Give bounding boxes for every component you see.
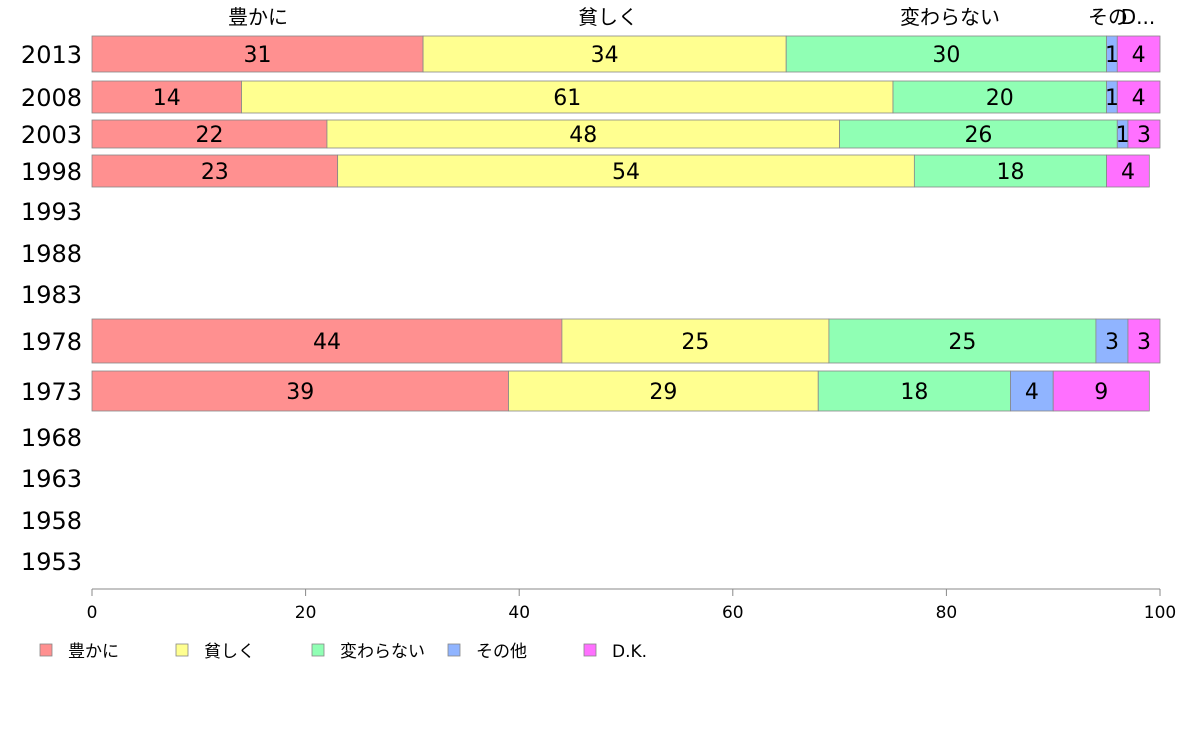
x-tick-label-0: 0 (87, 603, 98, 623)
bar-2008-series-0 (91, 80, 242, 114)
legend-swatch-3 (447, 643, 461, 657)
year-label-1963: 1963 (21, 465, 82, 493)
data-label-2008-series-2: 20 (986, 86, 1014, 111)
x-tick-label-80: 80 (936, 603, 958, 623)
bar-2008-series-2 (892, 80, 1108, 114)
data-label-1998-series-2: 18 (996, 160, 1024, 185)
data-label-2003-series-1: 48 (569, 123, 597, 148)
bar-1998-series-0 (91, 154, 339, 188)
top-category-labels: 豊かに 貧しく 変わらない そのD... (228, 5, 1155, 29)
bar-2013-series-4 (1116, 35, 1161, 73)
year-label-1998: 1998 (21, 158, 82, 186)
x-axis: 0 20 40 60 80 100 (87, 588, 1176, 623)
bar-1978-series-3 (1095, 318, 1129, 364)
bar-1978-series-0 (91, 318, 563, 364)
x-tick-label-20: 20 (295, 603, 317, 623)
bar-1998-series-1 (337, 154, 915, 188)
bar-2013-series-1 (422, 35, 787, 73)
bar-2013-series-2 (785, 35, 1108, 73)
data-label-2003-series-2: 26 (964, 123, 992, 148)
data-label-2008-series-0: 14 (153, 86, 181, 111)
data-label-2003-series-0: 22 (195, 123, 223, 148)
legend: 豊かに 貧しく 変わらない その他 D.K. (39, 642, 647, 662)
year-label-1953: 1953 (21, 548, 82, 576)
year-label-1988: 1988 (21, 240, 82, 268)
year-label-1978: 1978 (21, 328, 82, 356)
data-label-1978-series-0: 44 (313, 330, 341, 355)
year-label-1993: 1993 (21, 198, 82, 226)
bar-1973-series-2 (817, 370, 1011, 412)
bar-2008-series-1 (241, 80, 894, 114)
data-label-2008-series-4: 4 (1132, 86, 1146, 111)
bar-1978-series-4 (1127, 318, 1161, 364)
legend-label-2: 変わらない (340, 642, 425, 662)
data-label-2013-series-4: 4 (1132, 43, 1146, 68)
x-tick-label-60: 60 (722, 603, 744, 623)
data-label-1978-series-4: 3 (1137, 330, 1151, 355)
bar-2003-series-2 (839, 119, 1118, 149)
bar-1978-series-1 (561, 318, 830, 364)
data-label-2008-series-1: 61 (553, 86, 581, 111)
top-label-2: 変わらない (900, 5, 1000, 29)
data-label-1978-series-3: 3 (1105, 330, 1119, 355)
legend-label-4: D.K. (612, 642, 647, 662)
data-label-1998-series-0: 23 (201, 160, 229, 185)
data-label-2013-series-3: 1 (1105, 43, 1119, 68)
bar-1978-series-2 (828, 318, 1097, 364)
bar-2003-series-1 (326, 119, 841, 149)
year-axis-labels: 2013 2008 2003 1998 1993 1988 1983 1978 1973 1968… (21, 41, 82, 576)
year-label-2013: 2013 (21, 41, 82, 69)
bar-1973-series-0 (91, 370, 509, 412)
data-label-2013-series-1: 34 (591, 43, 619, 68)
legend-label-3: その他 (476, 642, 527, 662)
bar-1998-series-4 (1106, 154, 1150, 188)
legend-swatch-4 (583, 643, 597, 657)
data-label-1973-series-1: 29 (649, 380, 677, 405)
bar-2003-series-4 (1127, 119, 1161, 149)
legend-swatch-0 (39, 643, 53, 657)
data-label-2008-series-3: 1 (1105, 86, 1119, 111)
data-label-1973-series-3: 4 (1025, 380, 1039, 405)
top-label-4: D... (1121, 5, 1155, 29)
top-label-1: 貧しく (578, 5, 638, 29)
data-label-1973-series-0: 39 (286, 380, 314, 405)
data-label-2003-series-4: 3 (1137, 123, 1151, 148)
legend-label-0: 豊かに (68, 642, 119, 662)
data-label-1978-series-2: 25 (948, 330, 976, 355)
year-label-2008: 2008 (21, 84, 82, 112)
bar-1973-series-1 (508, 370, 819, 412)
bar-1998-series-2 (913, 154, 1107, 188)
bars-group: 31 34 30 1 414 61 20 1 422 48 26 1 323 54 18 444 25 25 3 33… (91, 35, 1161, 412)
x-tick-label-40: 40 (508, 603, 530, 623)
top-label-3: その (1088, 5, 1128, 29)
legend-label-1: 貧しく (204, 642, 255, 662)
year-label-1968: 1968 (21, 424, 82, 452)
year-label-1973: 1973 (21, 378, 82, 406)
bar-2013-series-0 (91, 35, 424, 73)
bar-2003-series-0 (91, 119, 328, 149)
data-label-1998-series-4: 4 (1121, 160, 1135, 185)
data-label-1998-series-1: 54 (612, 160, 640, 185)
year-label-2003: 2003 (21, 121, 82, 149)
bar-1973-series-3 (1010, 370, 1054, 412)
bar-2008-series-4 (1116, 80, 1161, 114)
data-label-2003-series-3: 1 (1116, 123, 1130, 148)
data-label-1978-series-1: 25 (681, 330, 709, 355)
legend-swatch-2 (311, 643, 325, 657)
legend-swatch-1 (175, 643, 189, 657)
data-label-1973-series-2: 18 (900, 380, 928, 405)
data-label-2013-series-0: 31 (244, 43, 272, 68)
year-label-1983: 1983 (21, 281, 82, 309)
x-tick-label-100: 100 (1144, 603, 1176, 623)
data-label-1973-series-4: 9 (1094, 380, 1108, 405)
data-label-2013-series-2: 30 (932, 43, 960, 68)
year-label-1958: 1958 (21, 507, 82, 535)
top-label-0: 豊かに (228, 5, 288, 29)
bar-1973-series-4 (1052, 370, 1150, 412)
